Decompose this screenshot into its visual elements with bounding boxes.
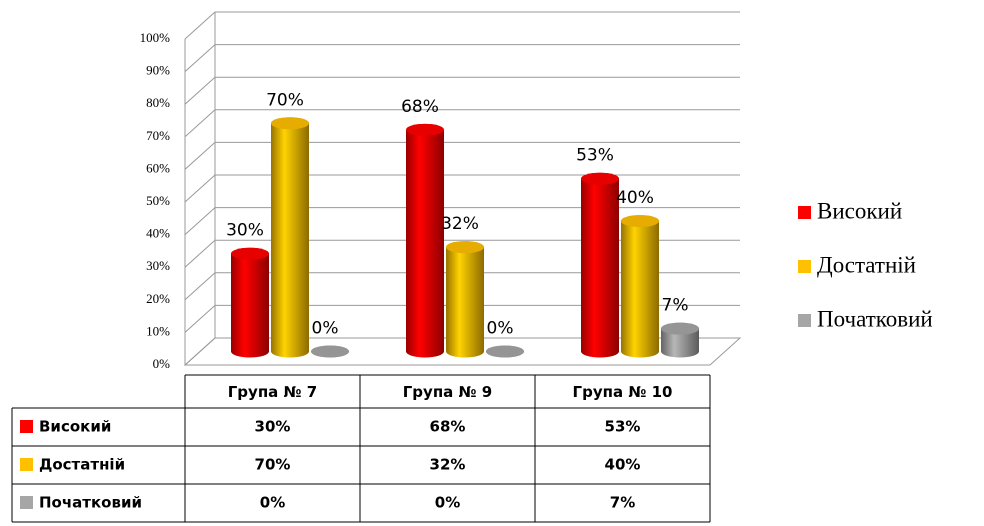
grid-line — [184, 109, 740, 138]
table-header: Група № 10 — [573, 383, 673, 401]
y-tick-label: 40% — [146, 226, 170, 241]
table-row-label: Достатній — [39, 456, 125, 474]
cylinder-top — [621, 215, 659, 228]
grid-line — [184, 337, 740, 366]
table-cell: 70% — [255, 456, 291, 474]
y-tick-label: 50% — [146, 193, 170, 208]
cylinder — [446, 241, 484, 358]
y-tick-label: 70% — [146, 128, 170, 143]
table-cell: 0% — [435, 494, 460, 512]
grid-line — [184, 304, 740, 333]
table-cell: 30% — [255, 418, 291, 436]
y-tick-label: 90% — [146, 63, 170, 78]
value-label: 40% — [616, 188, 654, 208]
legend-label: Початковий — [817, 306, 933, 331]
cylinder-top — [581, 172, 619, 185]
table-header: Група № 9 — [403, 383, 493, 401]
table-cell: 53% — [605, 418, 641, 436]
cylinder-top — [311, 345, 349, 358]
cylinder-top — [486, 345, 524, 358]
cylinder-top — [446, 241, 484, 254]
legend-key — [798, 206, 811, 219]
value-label: 70% — [266, 90, 304, 110]
value-label: 53% — [576, 146, 614, 166]
cylinder-top — [231, 247, 269, 260]
table-key — [20, 420, 33, 433]
y-tick-label: 60% — [146, 160, 170, 175]
table-cell: 0% — [260, 494, 285, 512]
table-cell: 68% — [430, 418, 466, 436]
table-cell: 40% — [605, 456, 641, 474]
y-tick-label: 0% — [153, 356, 171, 371]
y-tick-label: 10% — [146, 323, 170, 338]
value-label: 68% — [401, 97, 439, 117]
grid-line — [184, 76, 740, 105]
cylinder — [271, 117, 309, 358]
legend-key — [798, 314, 811, 327]
cylinder — [406, 123, 444, 358]
table-key — [20, 496, 33, 509]
grid-line — [184, 11, 740, 40]
table-cell: 32% — [430, 456, 466, 474]
cylinder-top — [271, 117, 309, 130]
table-header: Група № 7 — [228, 383, 318, 401]
y-tick-label: 100% — [140, 30, 171, 45]
grid-line — [184, 44, 740, 72]
cylinder-top — [661, 322, 699, 335]
y-tick-label: 30% — [146, 258, 170, 273]
value-label: 30% — [226, 221, 264, 241]
grid-line — [184, 272, 740, 301]
grid-line — [184, 207, 740, 235]
value-label: 0% — [312, 319, 339, 339]
grid-line — [184, 239, 740, 268]
legend-key — [798, 260, 811, 273]
table-key — [20, 458, 33, 471]
table-row-label: Початковий — [39, 494, 142, 512]
table-cell: 7% — [610, 494, 635, 512]
cylinder-top — [406, 123, 444, 136]
y-tick-label: 20% — [146, 291, 170, 306]
value-label: 0% — [487, 319, 514, 339]
y-tick-label: 80% — [146, 95, 170, 110]
cylinder — [581, 172, 619, 358]
table-row-label: Високий — [39, 418, 111, 436]
cylinder — [621, 215, 659, 358]
grid-line — [184, 174, 740, 203]
legend-label: Високий — [817, 198, 902, 223]
grid-line — [184, 141, 740, 170]
legend-label: Достатній — [817, 252, 916, 277]
value-label: 7% — [662, 296, 689, 316]
value-label: 32% — [441, 214, 479, 234]
cylinder — [231, 247, 269, 358]
